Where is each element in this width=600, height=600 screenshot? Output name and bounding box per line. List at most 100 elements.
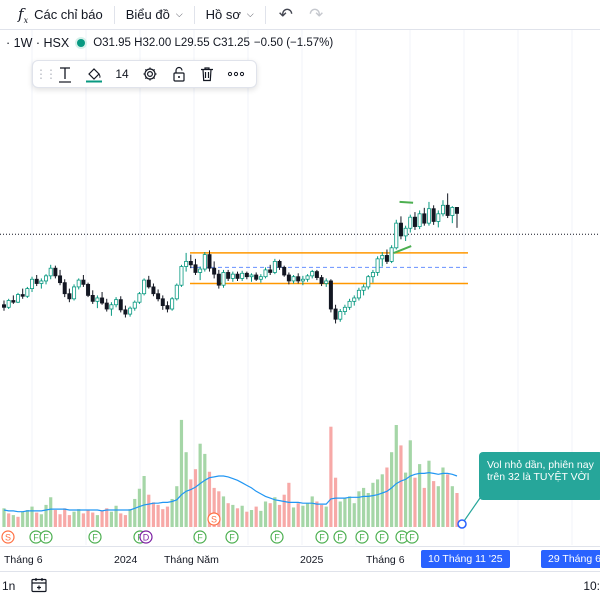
volume-bar xyxy=(427,460,431,527)
volume-bar xyxy=(436,486,440,527)
indicators-button[interactable]: fx Các chỉ báo xyxy=(10,0,111,30)
settings-icon[interactable] xyxy=(136,61,164,87)
candle-body xyxy=(380,255,385,260)
candle-body xyxy=(394,222,399,249)
price-chart[interactable]: SFFFFDSFFFFFFFFF xyxy=(0,0,600,545)
profile-menu-button[interactable]: Hồ sơ ⌵ xyxy=(198,0,262,30)
event-marker-circle xyxy=(405,530,419,544)
calendar-icon[interactable] xyxy=(30,576,48,594)
end-date-badge: 29 Tháng 6 '26 xyxy=(541,550,600,568)
volume-bar xyxy=(408,440,412,527)
flag-upper-line xyxy=(399,200,414,204)
volume-bar xyxy=(226,503,230,527)
volume-bar xyxy=(212,487,216,527)
candle-body xyxy=(352,297,357,302)
volume-bar xyxy=(81,513,85,527)
candle-body xyxy=(193,264,198,273)
candle-body xyxy=(272,260,277,273)
candle-body xyxy=(333,308,338,320)
candle-body xyxy=(2,304,7,308)
time-axis-label: 2025 xyxy=(300,554,324,566)
paint-bucket-icon[interactable] xyxy=(79,61,107,87)
candle-body xyxy=(361,286,366,291)
volume-bar xyxy=(58,514,62,527)
volume-bar xyxy=(30,506,34,527)
candle-body xyxy=(109,304,114,310)
high-value: H32.00 xyxy=(134,37,172,49)
volume-bar xyxy=(259,510,263,527)
redo-icon[interactable]: ↷ xyxy=(309,4,324,24)
candle-body xyxy=(398,222,403,237)
interval-button[interactable]: 1n xyxy=(2,579,16,593)
volume-bar xyxy=(86,510,90,527)
candle-body xyxy=(151,286,156,295)
candle-body xyxy=(67,293,72,300)
event-marker-label: S xyxy=(211,515,217,525)
volume-bar xyxy=(333,477,338,527)
event-marker: S xyxy=(1,530,15,544)
volume-bar xyxy=(418,464,422,527)
candle-body xyxy=(408,216,413,229)
volume-bar xyxy=(91,512,95,527)
text-icon[interactable] xyxy=(51,61,79,87)
volume-bar xyxy=(147,494,151,527)
volume-bar xyxy=(16,516,20,527)
volume-bar xyxy=(207,471,212,527)
unlock-icon[interactable] xyxy=(165,61,193,87)
more-icon[interactable] xyxy=(222,61,250,87)
chart-menu-label: Biểu đồ xyxy=(125,7,170,22)
event-marker-circle xyxy=(375,530,389,544)
fx-icon: fx xyxy=(18,4,29,25)
volume-bar xyxy=(296,503,300,527)
candle-body xyxy=(16,294,21,303)
time-axis[interactable]: Tháng 6 2024 Tháng Năm 2025 Tháng 6 10 T… xyxy=(0,546,600,570)
candle-body xyxy=(366,276,371,288)
candle-body xyxy=(296,276,301,282)
candle-body xyxy=(137,293,142,303)
event-marker: F xyxy=(225,530,239,544)
volume-bar xyxy=(254,506,258,527)
candle-body xyxy=(25,288,30,297)
volume-bar xyxy=(7,513,11,527)
volume-bar xyxy=(105,508,109,527)
open-value: O31.95 xyxy=(93,37,131,49)
candle-body xyxy=(375,258,380,273)
volume-bar xyxy=(450,486,454,527)
event-marker-label: F xyxy=(197,533,203,543)
candle-body xyxy=(338,311,343,320)
volume-bar xyxy=(347,496,352,527)
event-marker-label: F xyxy=(337,533,343,543)
volume-bar xyxy=(371,482,375,527)
candle-body xyxy=(403,227,408,237)
volume-bar xyxy=(35,512,39,527)
volume-bar xyxy=(44,504,48,527)
close-value: C31.25 xyxy=(212,37,250,49)
candle-body xyxy=(44,275,49,282)
toolbar-divider xyxy=(113,5,115,24)
font-size-value[interactable]: 14 xyxy=(115,67,129,81)
event-marker: D xyxy=(139,530,153,544)
volume-bar xyxy=(100,510,104,527)
candle-body xyxy=(30,278,35,290)
undo-icon[interactable]: ↶ xyxy=(278,4,293,24)
drag-handle-icon[interactable]: ⋮⋮ xyxy=(35,67,57,81)
volume-bar xyxy=(170,498,174,527)
volume-bar xyxy=(67,515,71,527)
candle-body xyxy=(165,305,170,310)
volume-bar xyxy=(25,510,29,527)
annotation-callout[interactable]: Vol nhỏ dần, phiên nay trên 32 là TUYỆT … xyxy=(479,452,600,500)
symbol-label[interactable]: · 1W · HSX xyxy=(6,36,70,50)
time-axis-label: Tháng Năm xyxy=(164,554,219,566)
event-marker: S xyxy=(207,512,221,526)
chevron-down-icon: ⌵ xyxy=(175,9,183,19)
volume-bar xyxy=(189,479,193,527)
toolbar-divider xyxy=(264,5,266,24)
volume-bar xyxy=(319,504,324,527)
candle-body xyxy=(20,294,25,297)
volume-bar xyxy=(343,498,347,527)
chart-menu-button[interactable]: Biểu đồ ⌵ xyxy=(118,0,191,30)
trash-icon[interactable] xyxy=(193,61,221,87)
event-marker-circle xyxy=(193,530,207,544)
drawing-toolbar: ⋮⋮ 14 xyxy=(32,60,257,88)
event-marker-circle xyxy=(355,530,369,544)
